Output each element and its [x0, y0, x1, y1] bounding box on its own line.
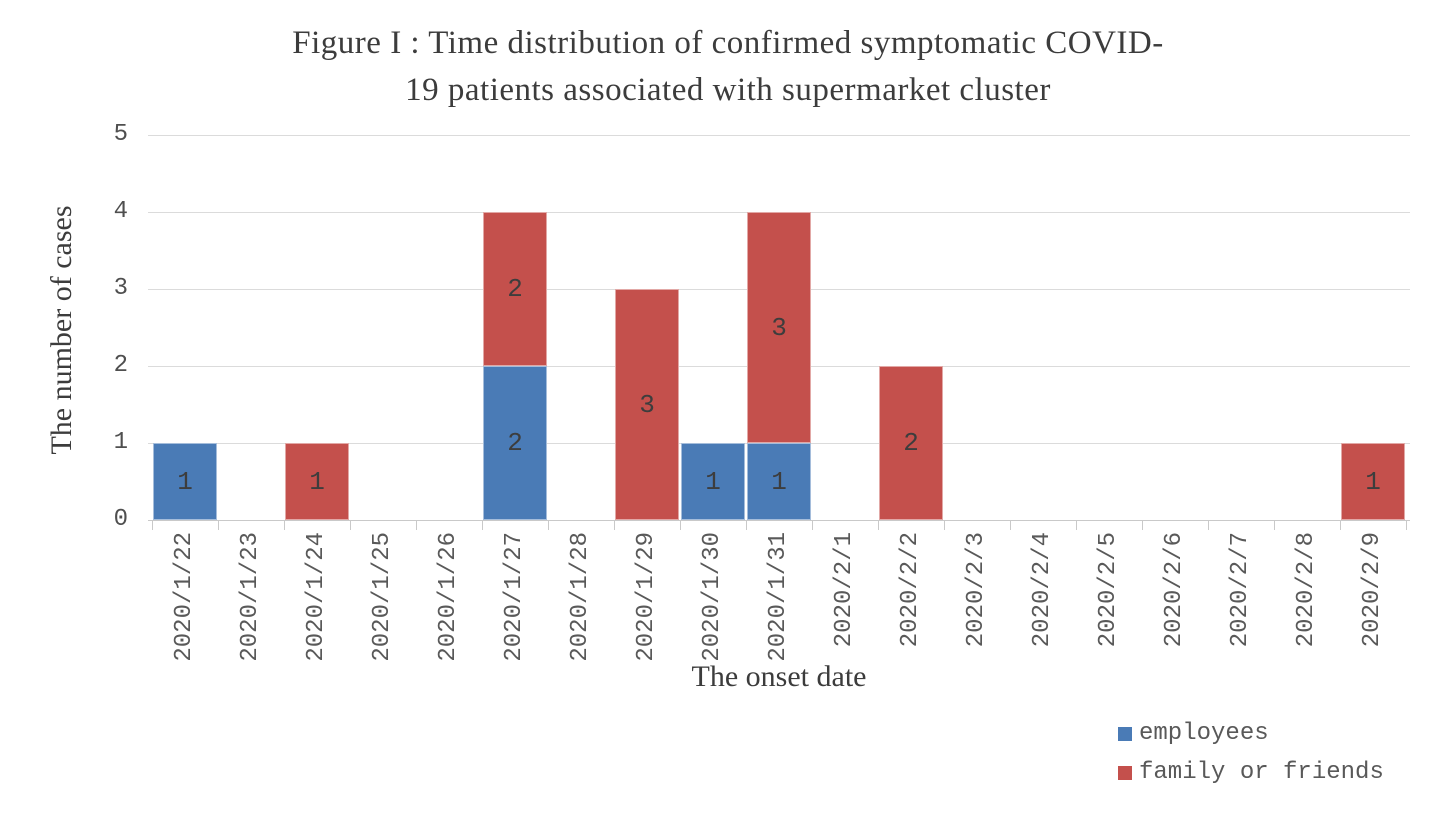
x-tick-4 — [416, 521, 417, 530]
x-tick-label-2020/1/29: 2020/1/29 — [633, 532, 660, 662]
bar-label-2020/1/27-employees: 2 — [507, 428, 523, 458]
bar-2020/1/24-family-or-friends — [285, 443, 349, 520]
x-tick-7 — [614, 521, 615, 530]
legend-item-employees: employees — [1118, 722, 1384, 746]
x-tick-1 — [218, 521, 219, 530]
x-tick-label-2020/2/4: 2020/2/4 — [1029, 532, 1056, 648]
bar-label-2020/1/31-employees: 1 — [771, 466, 787, 497]
x-tick-label-2020/2/3: 2020/2/3 — [963, 532, 990, 648]
bar-2020/1/27-employees — [483, 366, 547, 520]
y-tick-label-4: 4 — [113, 198, 128, 225]
y-axis-title: The number of cases — [45, 205, 78, 455]
x-tick-15 — [1142, 521, 1143, 530]
x-tick-11 — [878, 521, 879, 530]
bar-label-2020/1/31-family-or-friends: 3 — [771, 312, 787, 343]
x-axis-line — [148, 520, 1410, 521]
bar-label-2020/1/30-employees: 1 — [705, 466, 721, 497]
y-tick-label-2: 2 — [113, 352, 128, 379]
x-tick-label-2020/1/25: 2020/1/25 — [369, 532, 396, 662]
x-tick-label-2020/2/2: 2020/2/2 — [897, 532, 924, 648]
x-axis-title: The onset date — [691, 660, 867, 693]
legend-label: employees — [1139, 720, 1269, 747]
x-tick-label-2020/2/9: 2020/2/9 — [1359, 532, 1386, 648]
x-tick-label-2020/1/26: 2020/1/26 — [435, 532, 462, 662]
x-tick-8 — [680, 521, 681, 530]
x-tick-label-2020/2/7: 2020/2/7 — [1227, 532, 1254, 648]
bar-2020/2/2-family-or-friends — [879, 366, 943, 520]
gridline-5 — [148, 135, 1410, 136]
x-tick-18 — [1340, 521, 1341, 530]
legend-label: family or friends — [1139, 759, 1384, 786]
x-tick-label-2020/1/22: 2020/1/22 — [171, 532, 198, 662]
bar-2020/1/29-family-or-friends — [615, 289, 679, 520]
bar-label-2020/2/2-family-or-friends: 2 — [903, 428, 919, 458]
x-tick-label-2020/1/24: 2020/1/24 — [303, 532, 330, 662]
y-tick-label-0: 0 — [113, 506, 128, 533]
x-tick-label-2020/2/5: 2020/2/5 — [1095, 532, 1122, 648]
x-tick-3 — [350, 521, 351, 530]
bar-2020/1/30-employees — [681, 443, 745, 520]
x-tick-9 — [746, 521, 747, 530]
x-tick-16 — [1208, 521, 1209, 530]
bar-label-2020/2/9-family-or-friends: 1 — [1365, 466, 1381, 497]
x-tick-19 — [1406, 521, 1407, 530]
x-tick-label-2020/2/8: 2020/2/8 — [1293, 532, 1320, 648]
bar-label-2020/1/22-employees: 1 — [177, 466, 193, 497]
chart-title-line1: Figure I : Time distribution of confirme… — [292, 25, 1164, 61]
x-tick-13 — [1010, 521, 1011, 530]
y-tick-label-1: 1 — [113, 429, 128, 456]
y-tick-label-3: 3 — [113, 275, 128, 302]
bar-2020/1/31-employees — [747, 443, 811, 520]
bar-2020/2/9-family-or-friends — [1341, 443, 1405, 520]
x-tick-5 — [482, 521, 483, 530]
bar-label-2020/1/27-family-or-friends: 2 — [507, 274, 523, 304]
x-tick-12 — [944, 521, 945, 530]
x-tick-6 — [548, 521, 549, 530]
bar-2020/1/31-family-or-friends — [747, 212, 811, 443]
x-tick-10 — [812, 521, 813, 530]
bar-label-2020/1/29-family-or-friends: 3 — [639, 389, 655, 420]
legend: employees family or friends — [1118, 722, 1384, 785]
legend-swatch-icon — [1118, 766, 1132, 780]
x-tick-label-2020/1/23: 2020/1/23 — [237, 532, 264, 662]
x-tick-14 — [1076, 521, 1077, 530]
x-tick-label-2020/1/30: 2020/1/30 — [699, 532, 726, 662]
x-tick-17 — [1274, 521, 1275, 530]
bar-2020/1/27-family-or-friends — [483, 212, 547, 366]
legend-swatch-icon — [1118, 727, 1132, 741]
x-tick-label-2020/1/27: 2020/1/27 — [501, 532, 528, 662]
y-tick-label-5: 5 — [113, 121, 128, 148]
chart-title-line2: 19 patients associated with supermarket … — [405, 72, 1051, 108]
legend-item-family-or-friends: family or friends — [1118, 761, 1384, 785]
x-tick-label-2020/2/1: 2020/2/1 — [831, 532, 858, 648]
bar-2020/1/22-employees — [153, 443, 217, 520]
x-tick-label-2020/1/31: 2020/1/31 — [765, 532, 792, 662]
bar-label-2020/1/24-family-or-friends: 1 — [309, 466, 325, 497]
x-tick-label-2020/2/6: 2020/2/6 — [1161, 532, 1188, 648]
x-tick-0 — [152, 521, 153, 530]
chart-title: Figure I : Time distribution of confirme… — [16, 20, 1434, 114]
x-tick-2 — [284, 521, 285, 530]
x-tick-label-2020/1/28: 2020/1/28 — [567, 532, 594, 662]
